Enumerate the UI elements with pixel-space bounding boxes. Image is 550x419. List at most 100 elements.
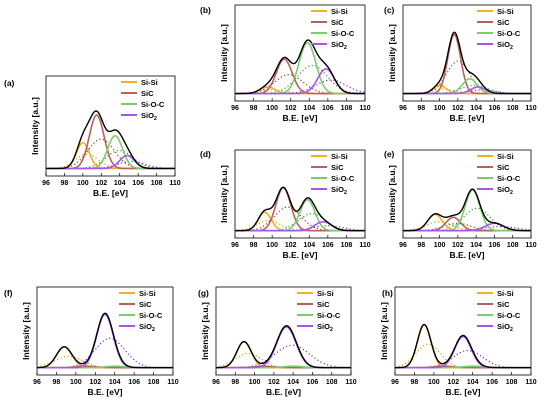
panel-c-xtick-label: 98 <box>417 105 425 112</box>
panel-b: (b) 96 98 100 102 104 106 108 110 B.E. [eV] Intens… <box>200 4 371 123</box>
panel-e-label: (e) <box>384 149 395 159</box>
panel-g-xtick-label: 108 <box>326 379 338 386</box>
panel-h-legend-label: SiO2 <box>497 322 513 333</box>
panel-d-xtick-label: 96 <box>231 242 239 249</box>
panel-h-envelope <box>395 323 531 369</box>
panel-b-legend-label: Si-Si <box>331 7 348 16</box>
panel-c-xtick-label: 104 <box>470 105 482 112</box>
panel-d-xtick-label: 108 <box>341 242 353 249</box>
panel-f-legend-label: Si-Si <box>139 289 156 298</box>
panel-d-legend-label: SiO2 <box>331 185 347 196</box>
panel-e-xtick-label: 98 <box>417 242 425 249</box>
panel-c-xtick-label: 102 <box>452 105 464 112</box>
panel-f-legend-label: SiO2 <box>139 322 155 333</box>
panel-h-xlabel: B.E. [eV] <box>446 387 481 397</box>
panel-e-ylabel: Intensity [a.u.] <box>387 165 397 223</box>
panel-a-series-Si-Si <box>46 141 175 170</box>
panel-g-xlabel: B.E. [eV] <box>266 387 301 397</box>
panel-e-xtick-label: 96 <box>399 242 407 249</box>
panel-e-xtick-label: 104 <box>470 242 482 249</box>
panel-c-legend-label: SiO2 <box>497 40 513 51</box>
panel-g: (g) 96 98 100 102 104 106 108 110 B.E. [eV] Intens… <box>198 286 357 397</box>
panel-f-xtick-label: 98 <box>53 379 61 386</box>
panel-d-xtick-label: 104 <box>303 242 315 249</box>
panel-f-xtick-label: 104 <box>109 379 121 386</box>
panel-c-xtick-label: 106 <box>489 105 501 112</box>
panel-f-xtick-label: 108 <box>148 379 160 386</box>
panel-d-plot-area <box>235 186 365 232</box>
panel-b-label: (b) <box>200 5 211 15</box>
panel-g-frame <box>215 286 352 376</box>
panel-a-legend-label: Si-O-C <box>141 100 165 109</box>
panel-h: (h) 96 98 100 102 104 106 108 110 B.E. [eV] Intens… <box>379 286 537 397</box>
panel-h-legend-label: Si-Si <box>497 289 514 298</box>
panel-h-frame <box>394 286 532 376</box>
panel-h-label: (h) <box>382 288 393 298</box>
panel-a-xlabel: B.E. [eV] <box>93 188 128 198</box>
panel-b-xtick-label: 96 <box>231 105 239 112</box>
panel-b-xtick-label: 100 <box>266 105 278 112</box>
panel-d-frame <box>234 149 366 239</box>
panel-e-xlabel: B.E. [eV] <box>450 250 485 260</box>
panel-c-xtick-label: 96 <box>399 105 407 112</box>
panel-e: (e) 96 98 100 102 104 106 108 110 B.E. [eV] Intens… <box>384 149 537 260</box>
panel-a-dotted-Si-Si <box>46 153 175 170</box>
panel-f-xtick-label: 106 <box>128 379 140 386</box>
panel-b-legend-label: SiO2 <box>331 40 347 51</box>
panel-g-xtick-label: 102 <box>268 379 280 386</box>
panel-c-label: (c) <box>384 5 395 15</box>
panel-e-plot-area <box>403 188 531 232</box>
panel-b-envelope <box>235 39 365 95</box>
panel-a-envelope <box>46 110 175 170</box>
panel-f-xtick-label: 110 <box>167 379 178 386</box>
panel-f-xtick-label: 102 <box>89 379 101 386</box>
panel-a-xtick-label: 100 <box>77 180 89 187</box>
panel-c-plot-area <box>403 31 531 95</box>
panel-f-ylabel: Intensity [a.u.] <box>21 302 31 360</box>
panel-a-xtick-label: 104 <box>114 180 126 187</box>
panel-b-legend-label: SiC <box>331 18 344 27</box>
panel-f-series-Si-Si <box>37 346 173 369</box>
panel-a-frame <box>45 75 176 177</box>
panel-e-legend-label: Si-O-C <box>497 174 521 183</box>
panel-b-xlabel: B.E. [eV] <box>283 113 318 123</box>
panel-d-dotted-SiC <box>235 206 365 232</box>
panel-e-frame <box>402 149 532 239</box>
panel-g-legend-label: Si-Si <box>317 289 334 298</box>
panel-h-legend-label: SiC <box>497 300 510 309</box>
panel-a-dotted-Si-O-C <box>46 149 175 170</box>
panel-b-xtick-label: 110 <box>359 105 370 112</box>
panel-e-xtick-label: 100 <box>434 242 446 249</box>
panel-h-legend-label: Si-O-C <box>497 311 521 320</box>
panel-h-xtick-label: 100 <box>428 379 440 386</box>
panel-f: (f) 96 98 100 102 104 106 108 110 B.E. [eV] Intens… <box>4 286 179 397</box>
panel-g-label: (g) <box>198 288 209 298</box>
panel-g-series-Si-Si <box>216 340 351 369</box>
panel-h-ylabel: Intensity [a.u.] <box>379 302 389 360</box>
panel-h-series-SiO2 <box>395 335 531 369</box>
panel-b-xtick-label: 106 <box>322 105 334 112</box>
panel-c-legend-label: Si-O-C <box>497 29 521 38</box>
panel-f-xtick-label: 96 <box>33 379 41 386</box>
panel-a-plot-area <box>46 110 175 170</box>
panel-h-xtick-label: 108 <box>506 379 518 386</box>
panel-a-xtick-label: 102 <box>95 180 107 187</box>
panel-a-xtick-label: 110 <box>169 180 180 187</box>
panel-b-xtick-label: 104 <box>303 105 315 112</box>
panel-g-legend-label: SiO2 <box>317 322 333 333</box>
panel-b-xtick-label: 102 <box>285 105 297 112</box>
panel-a-xtick-label: 98 <box>61 180 69 187</box>
panel-g-legend-label: Si-O-C <box>317 311 341 320</box>
panel-c-series-SiC <box>403 33 531 95</box>
panel-f-label: (f) <box>4 288 13 298</box>
panel-c-legend-label: Si-Si <box>497 7 514 16</box>
panel-b-dotted-SiC <box>235 73 365 95</box>
panel-a: (a) 96 98 100 102 104 106 108 110 B.E. [eV] Intens… <box>4 75 181 198</box>
panel-a-legend-label: SiC <box>141 89 154 98</box>
panel-h-xtick-label: 96 <box>391 379 399 386</box>
panel-f-frame <box>36 286 174 376</box>
panel-f-plot-area <box>37 312 173 369</box>
panel-g-xtick-label: 104 <box>287 379 299 386</box>
panel-a-xtick-label: 96 <box>42 180 50 187</box>
